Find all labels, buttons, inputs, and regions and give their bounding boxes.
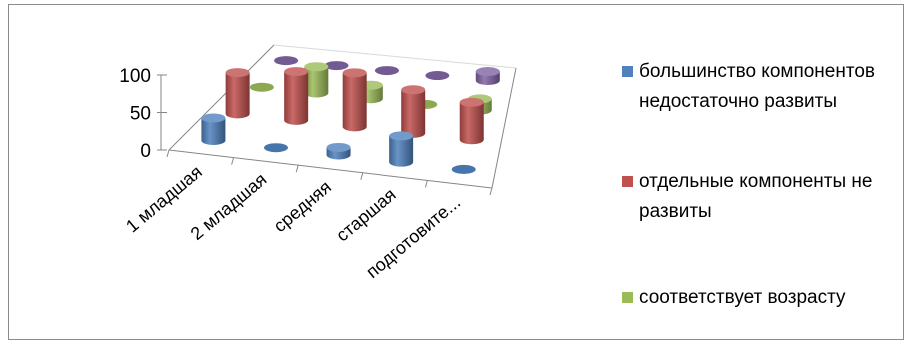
bar-cap [475,67,500,77]
bar-cap [263,143,288,153]
bar-cap [342,68,367,78]
bar-cap [249,82,274,92]
floor-front-edge [168,149,493,189]
bar-cap [284,67,309,77]
bar-cap [326,142,351,152]
floor-left-edge [168,44,275,151]
category-tick-mark [489,187,493,196]
legend-swatch-series-2 [622,176,633,187]
bar-cylinder [389,135,414,167]
bar-cap [374,66,399,76]
legend-label-series-3: соответствует возрасту [639,287,846,308]
bar-cap [324,61,349,71]
bar-cylinder [342,72,367,132]
category-tick-mark [424,180,428,188]
floor-right-edge [491,67,517,189]
legend-label-series-2: отдельные компоненты не развиты [639,171,873,222]
bar-cylinder [225,72,250,119]
category-tick-mark [360,172,364,180]
category-label: средняя [270,177,335,236]
bar-cap [225,68,250,78]
bar-cylinder [459,102,484,145]
floor-back-edge [273,44,517,69]
legend-swatch-series-3 [622,292,633,303]
value-tick-label: 0 [140,141,151,162]
bar-cylinder [304,66,329,98]
bar-cap [304,62,329,72]
legend-swatch-series-1 [622,66,633,77]
category-tick-mark [295,165,299,173]
bar-cylinder [284,71,309,125]
value-tick-label: 100 [119,66,151,87]
bar-cap [274,56,299,66]
bar-cylinder [201,117,226,145]
value-tick-label: 50 [130,104,151,125]
bar-cap [389,131,414,141]
bar-cap [459,97,484,107]
category-label: старшая [332,184,399,245]
bar-cap [451,164,476,174]
category-tick-mark [231,157,235,165]
bar-cylinder [401,89,426,138]
legend-label-series-1: большинство компонентов недостаточно раз… [639,61,876,112]
chart-frame: 0 50 100 1 младшая 2 младшая средняя старшая по… [8,4,904,340]
bar-cap [401,85,426,95]
bar-cap [425,71,450,81]
category-tick-mark [166,149,170,158]
legend: большинство компонентов недостаточно раз… [622,57,912,327]
bar-cap [201,113,226,123]
